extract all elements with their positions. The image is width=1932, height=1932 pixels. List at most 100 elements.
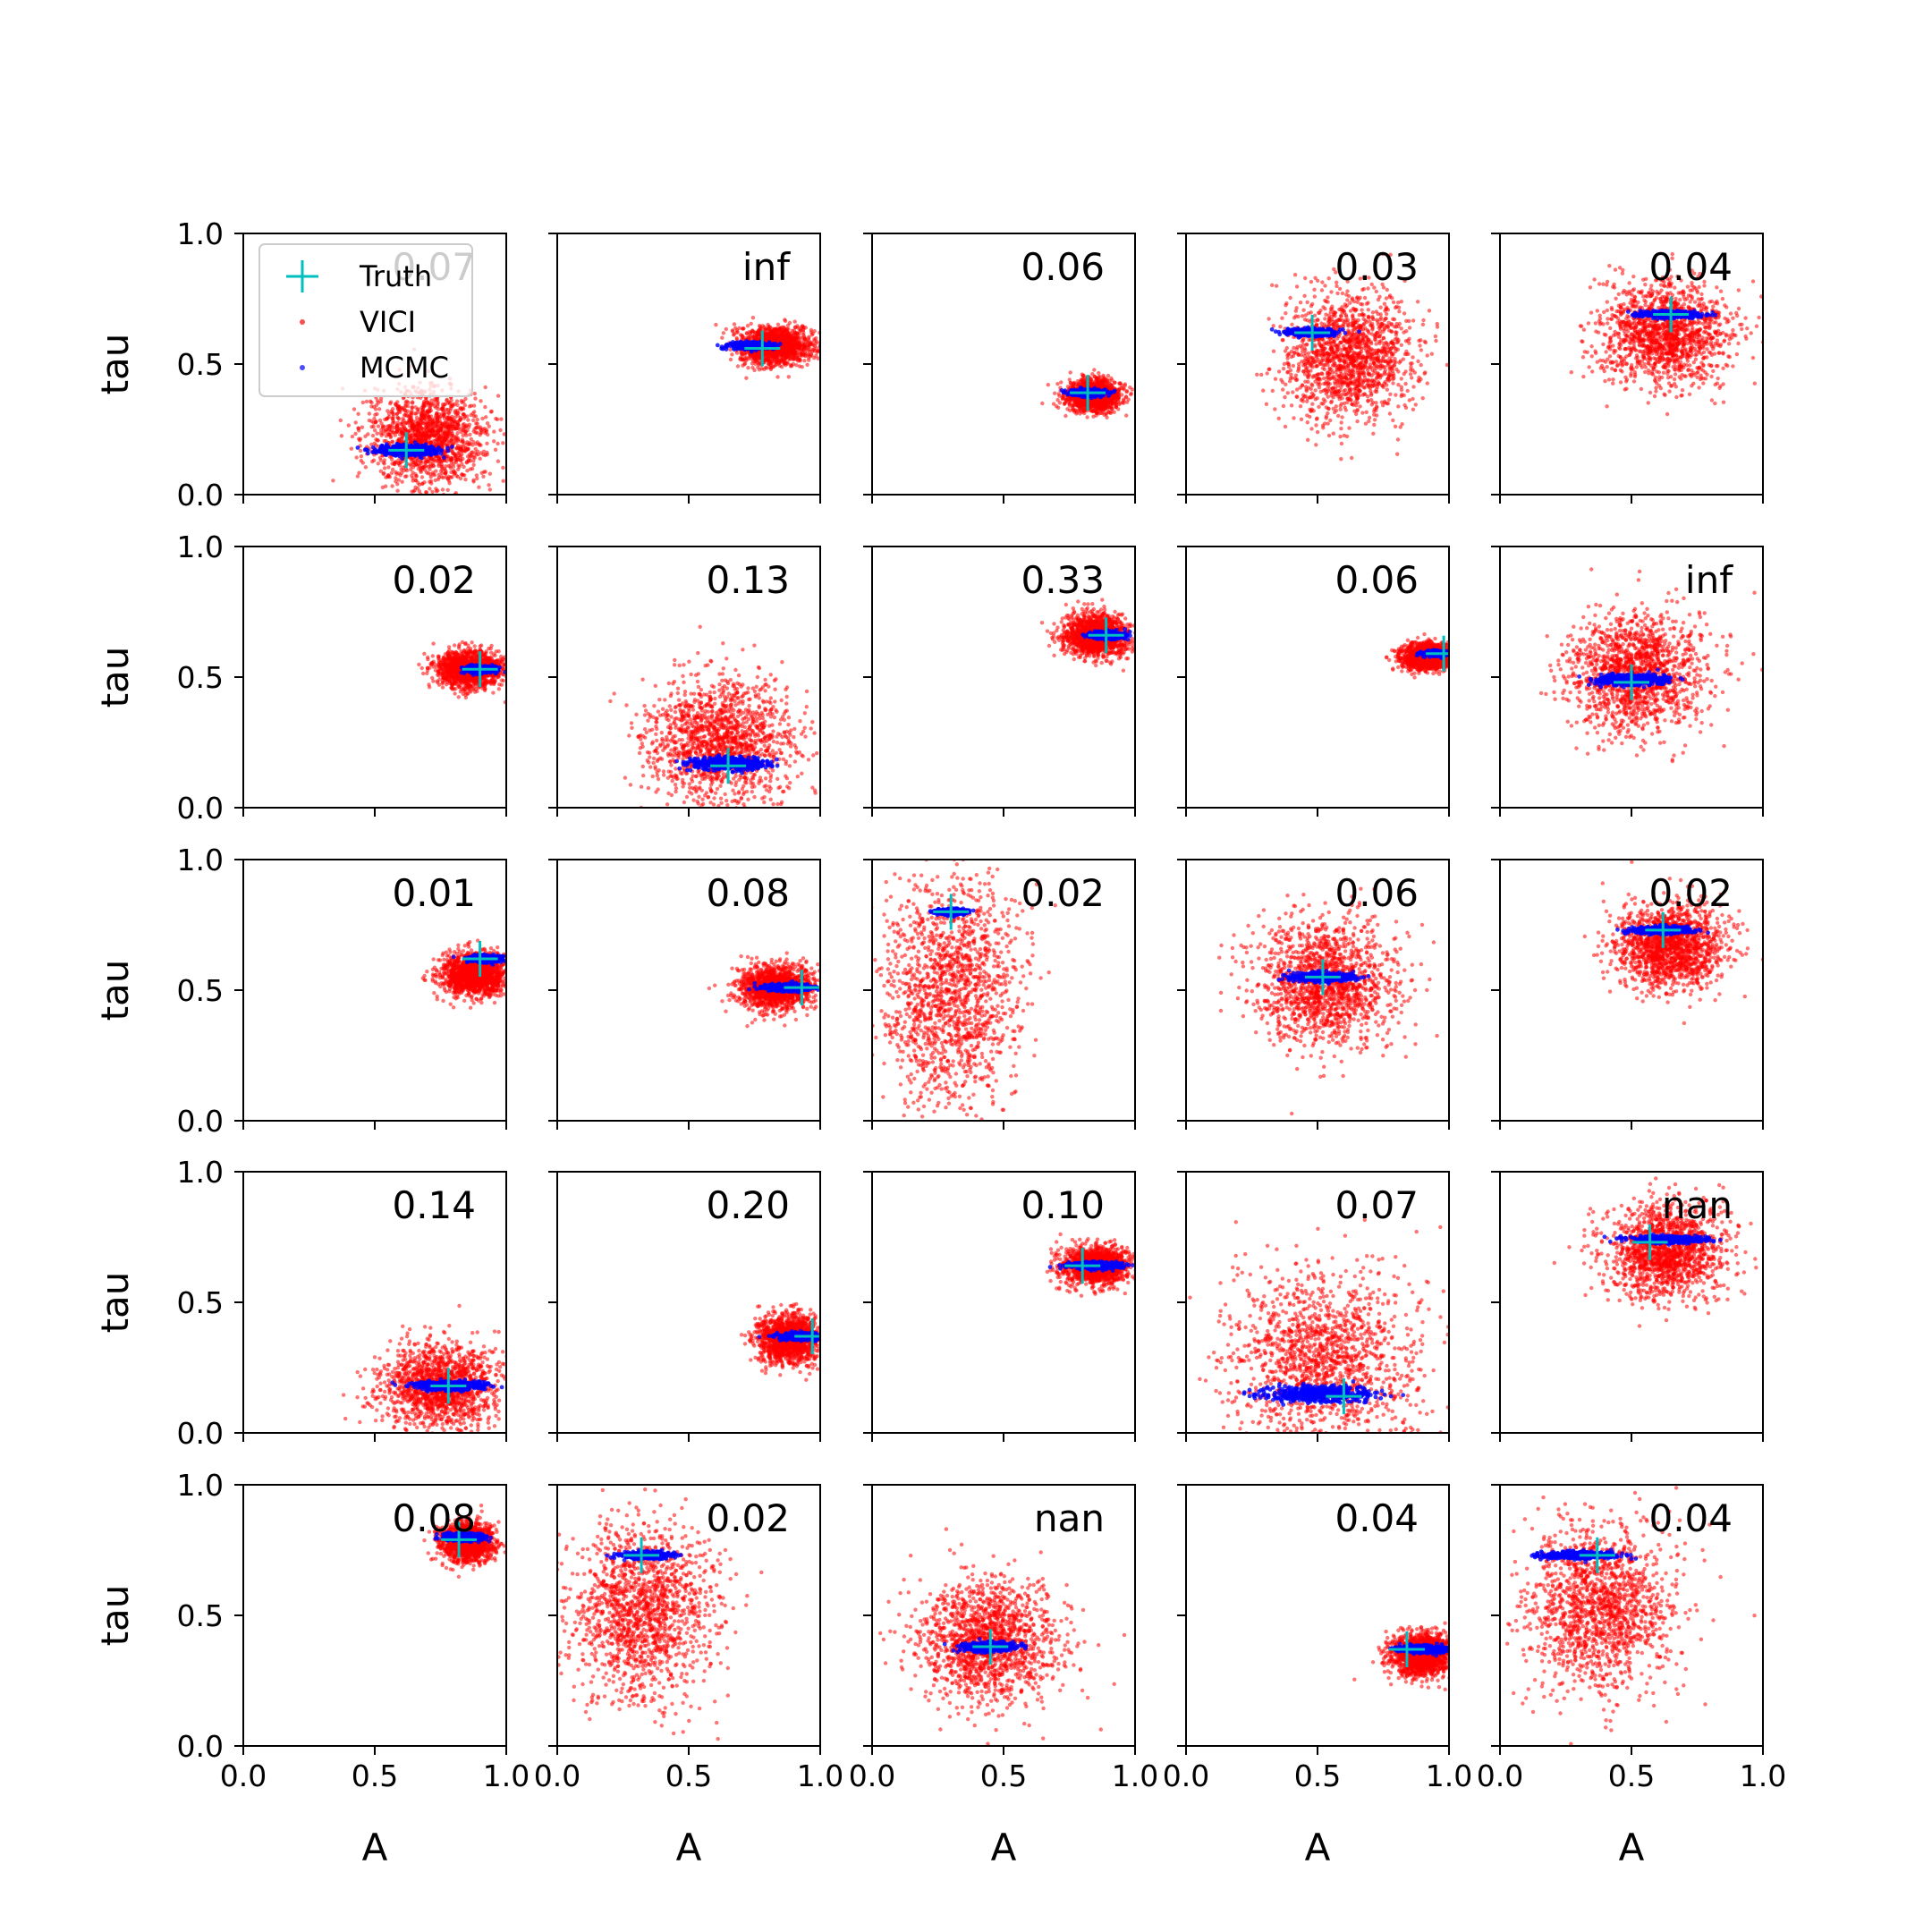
- vici-point: [428, 467, 432, 472]
- vici-point: [431, 463, 436, 468]
- vici-point: [420, 465, 425, 470]
- mcmc-point: [395, 451, 401, 456]
- vici-point: [419, 439, 424, 444]
- vici-point: [453, 457, 459, 462]
- vici-point: [735, 364, 741, 369]
- vici-point: [461, 473, 465, 478]
- vici-point: [395, 404, 400, 410]
- mcmc-point: [439, 448, 444, 453]
- vici-point: [411, 460, 416, 465]
- vici-point: [339, 434, 344, 438]
- vici-point: [768, 335, 773, 340]
- vici-point: [437, 426, 443, 430]
- vici-point: [744, 351, 749, 355]
- vici-point: [758, 324, 762, 328]
- vici-point: [1106, 373, 1111, 378]
- vici-point: [376, 462, 380, 466]
- vici-point: [496, 459, 501, 463]
- mcmc-point: [428, 445, 434, 450]
- vici-point: [793, 332, 798, 336]
- vici-point: [467, 453, 472, 457]
- mcmc-point: [370, 445, 376, 450]
- vici-point: [470, 466, 475, 471]
- vici-point: [802, 350, 808, 355]
- vici-point: [764, 331, 768, 335]
- vici-point: [467, 422, 472, 427]
- vici-point: [756, 365, 760, 369]
- vici-point: [420, 481, 425, 486]
- vici-point: [455, 413, 461, 419]
- vici-point: [426, 416, 431, 420]
- vici-point: [378, 396, 384, 401]
- vici-point: [413, 405, 418, 410]
- vici-point: [445, 477, 451, 481]
- vici-point: [448, 455, 453, 461]
- vici-point: [436, 430, 440, 435]
- vici-point: [350, 434, 355, 439]
- subplot-grid: 0.070.00.51.0tauinf0.060.030.040.020.00.…: [93, 216, 1786, 1869]
- vici-point: [349, 446, 354, 451]
- vici-point: [1117, 402, 1122, 407]
- vici-point: [429, 441, 434, 445]
- vici-point: [783, 318, 788, 323]
- vici-point: [443, 470, 447, 476]
- vici-point: [443, 436, 447, 442]
- vici-point: [1109, 376, 1114, 381]
- vici-point: [386, 411, 392, 416]
- vici-point: [438, 420, 443, 426]
- vici-point: [1074, 411, 1079, 416]
- vici-point: [354, 455, 359, 460]
- vici-point: [478, 425, 483, 429]
- vici-point: [797, 364, 802, 369]
- vici-point: [790, 356, 795, 360]
- vici-point: [385, 428, 389, 432]
- vici-point: [767, 361, 773, 366]
- vici-point: [801, 343, 806, 348]
- vici-point: [451, 450, 455, 454]
- vici-point: [394, 402, 398, 406]
- y-tick-label: 1.0: [177, 216, 224, 251]
- vici-point: [812, 337, 817, 342]
- vici-point: [437, 436, 442, 442]
- vici-point: [398, 473, 402, 478]
- vici-point: [421, 413, 426, 418]
- vici-point: [389, 470, 394, 475]
- vici-point: [375, 398, 380, 403]
- vici-point: [390, 416, 394, 421]
- vici-point: [399, 421, 403, 427]
- vici-point: [428, 479, 434, 484]
- vici-point: [360, 400, 365, 405]
- vici-point: [430, 489, 435, 495]
- vici-point: [435, 411, 439, 416]
- vici-point: [739, 351, 744, 356]
- vici-point: [452, 471, 456, 477]
- plot-area: [1040, 368, 1135, 419]
- mcmc-point: [450, 445, 454, 449]
- mcmc-point: [737, 343, 741, 348]
- vici-point: [449, 424, 454, 428]
- vici-point: [475, 449, 480, 453]
- vici-point: [734, 335, 739, 341]
- vici-point: [410, 419, 414, 423]
- vici-point: [436, 407, 441, 411]
- vici-point: [443, 450, 447, 454]
- vici-point: [425, 400, 430, 404]
- vici-point: [769, 329, 774, 334]
- vici-point: [441, 422, 446, 428]
- vici-point: [464, 433, 469, 437]
- vici-point: [441, 475, 445, 480]
- vici-point: [767, 358, 771, 363]
- vici-point: [391, 430, 396, 435]
- mcmc-point: [728, 341, 733, 346]
- vici-point: [403, 420, 408, 426]
- vici-point: [1057, 401, 1063, 405]
- vici-point: [377, 407, 382, 411]
- vici-point: [487, 471, 492, 476]
- mcmc-point: [366, 451, 370, 456]
- vici-point: [448, 437, 453, 443]
- vici-point: [371, 404, 377, 410]
- vici-point: [402, 413, 407, 418]
- vici-point: [465, 442, 470, 446]
- vici-point: [461, 445, 465, 449]
- vici-point: [445, 487, 450, 492]
